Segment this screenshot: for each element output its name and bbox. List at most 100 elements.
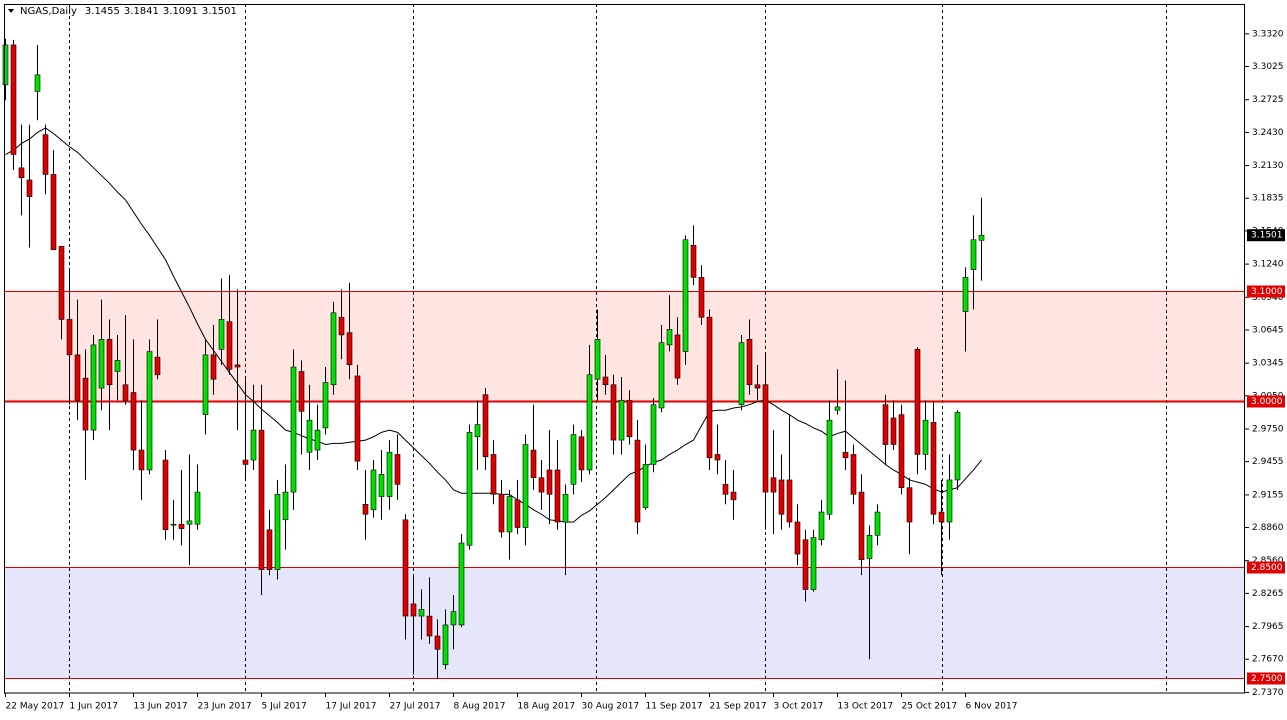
candle-body xyxy=(194,491,201,525)
period-separators xyxy=(69,4,1167,693)
chart-header: NGAS,Daily 3.1455 3.1841 3.1091 3.1501 xyxy=(20,6,237,17)
candle-body xyxy=(18,167,25,179)
candle-body xyxy=(722,484,729,495)
candle-body xyxy=(930,422,937,515)
axes: 3.3320 3.3025 3.2725 3.2430 3.2130 3.1835 3.15… xyxy=(5,29,1285,712)
candle-body xyxy=(202,354,209,415)
candle-body xyxy=(458,542,465,626)
candle-body xyxy=(170,523,177,526)
candle-body xyxy=(90,344,97,431)
candle-body xyxy=(570,434,577,485)
x-tick-label: 8 Aug 2017 xyxy=(454,702,506,712)
candle-body xyxy=(698,277,705,318)
candle-body xyxy=(26,179,33,197)
level-label-box xyxy=(1247,395,1285,408)
candle-body xyxy=(338,316,345,336)
candle-body xyxy=(626,399,633,438)
candle-body xyxy=(962,277,969,312)
candle-body xyxy=(506,496,513,533)
candle-body xyxy=(314,429,321,451)
candle-body xyxy=(450,611,457,626)
candle-body xyxy=(178,523,185,529)
x-tick-label: 6 Nov 2017 xyxy=(966,702,1018,712)
candle-body xyxy=(738,342,745,405)
candle-body xyxy=(610,384,617,441)
candle-body xyxy=(666,329,673,346)
candle-body xyxy=(98,339,105,389)
y-tick-label: 3.0345 xyxy=(1252,359,1284,369)
candle-body xyxy=(426,615,433,637)
candle-body xyxy=(850,454,857,495)
candle-body xyxy=(938,511,945,523)
candle-body xyxy=(250,429,257,461)
y-tick-label: 2.8860 xyxy=(1252,523,1284,533)
level-label: 2.8500 xyxy=(1251,563,1283,573)
candle-body xyxy=(562,494,569,523)
candle-body xyxy=(890,417,897,445)
candle-body xyxy=(530,449,537,479)
candle-body xyxy=(906,487,913,523)
candle-body xyxy=(106,339,113,386)
candle-body xyxy=(378,474,385,497)
candle-body xyxy=(138,449,145,471)
candle-body xyxy=(42,134,49,175)
candle-body xyxy=(922,419,929,455)
y-tick-label: 2.8265 xyxy=(1252,589,1284,599)
candle-body xyxy=(802,539,809,590)
candle-body xyxy=(274,494,281,570)
candle-body xyxy=(58,246,65,320)
candle-body xyxy=(154,356,161,376)
candle-body xyxy=(642,464,649,508)
candle-body xyxy=(410,603,417,617)
candle-body xyxy=(346,332,353,366)
y-tick-label: 3.2130 xyxy=(1252,161,1284,171)
candle-body xyxy=(34,74,41,92)
menu-arrow[interactable] xyxy=(8,9,14,13)
x-tick-label: 18 Aug 2017 xyxy=(518,702,576,712)
x-tick-label: 3 Oct 2017 xyxy=(774,702,824,712)
candle-body xyxy=(226,321,233,370)
y-tick-label: 2.8560 xyxy=(1252,556,1284,566)
price-label-box xyxy=(1247,229,1285,242)
candle-body xyxy=(538,477,545,493)
candle-body xyxy=(2,44,9,86)
candle-body xyxy=(810,537,817,590)
candle-body xyxy=(402,519,409,617)
x-tick-label: 22 May 2017 xyxy=(6,702,65,712)
x-tick-label: 23 Jun 2017 xyxy=(198,702,252,712)
candle-body xyxy=(690,244,697,278)
candle-body xyxy=(794,521,801,555)
y-tick-label: 3.0940 xyxy=(1252,293,1284,303)
candle-body xyxy=(546,469,553,495)
candle-body xyxy=(978,234,985,241)
candle-body xyxy=(266,529,273,570)
y-tick-label: 3.1835 xyxy=(1252,194,1284,204)
candle-body xyxy=(122,384,129,401)
candle-body xyxy=(386,451,393,497)
candle-body xyxy=(634,439,641,523)
candle-body xyxy=(786,479,793,523)
y-tick-label: 2.9455 xyxy=(1252,457,1284,467)
candle-body xyxy=(114,360,121,372)
y-tick-label: 2.7965 xyxy=(1252,622,1284,632)
y-tick-label: 2.9155 xyxy=(1252,490,1284,500)
candle-body xyxy=(74,354,81,401)
level-label: 3.0000 xyxy=(1251,397,1283,407)
candle-body xyxy=(858,491,865,560)
candle-body xyxy=(50,174,57,251)
candle-body xyxy=(754,384,761,389)
x-tick-label: 11 Sep 2017 xyxy=(646,702,703,712)
plot-frame xyxy=(4,4,1245,694)
candle-body xyxy=(146,351,153,471)
candle-body xyxy=(650,404,657,465)
candle-body xyxy=(434,635,441,650)
candle-body xyxy=(258,429,265,570)
candle-body xyxy=(514,499,521,528)
x-tick-label: 5 Jul 2017 xyxy=(262,702,307,712)
candle-body xyxy=(186,520,193,525)
header-low: 3.1091 xyxy=(163,6,198,17)
candle-body xyxy=(482,394,489,457)
candle-body xyxy=(874,511,881,536)
